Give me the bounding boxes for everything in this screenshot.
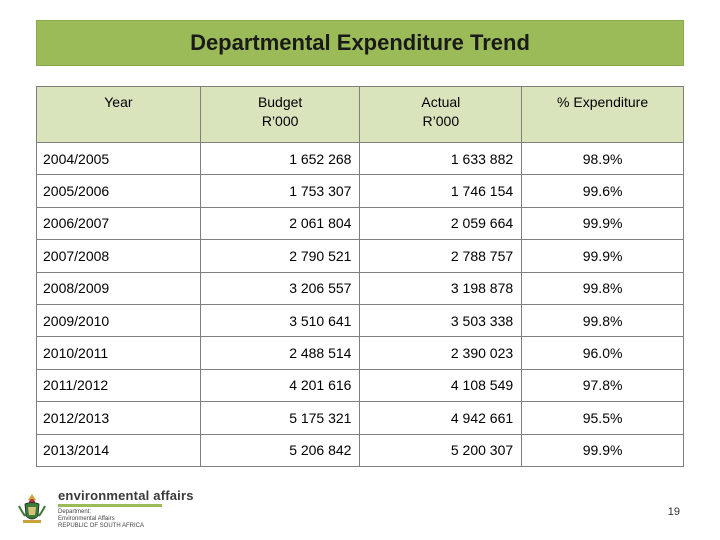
logo-name: environmental affairs [58,488,194,503]
cell-year: 2005/2006 [36,174,201,208]
cell-budget: 2 061 804 [199,206,361,241]
table-row: 2011/2012 4 201 616 4 108 549 97.8% [36,368,684,403]
cell-pct: 95.5% [521,401,684,435]
logo-text: environmental affairs Department: Enviro… [58,488,194,530]
column-header-line: R’000 [422,113,460,129]
cell-pct: 99.6% [521,174,684,208]
column-header-line: Budget [257,94,303,110]
logo-divider [58,504,162,507]
table-row: 2012/2013 5 175 321 4 942 661 95.5% [36,401,684,435]
logo-sub-1: Department: [58,509,92,515]
cell-actual: 3 198 878 [359,271,523,305]
cell-year: 2007/2008 [36,239,201,273]
column-header-line: Actual [421,94,461,110]
column-header: % Expenditure [521,86,684,143]
cell-pct: 99.8% [521,303,684,338]
table-row: 2013/2014 5 206 842 5 200 307 99.9% [36,433,684,467]
coat-of-arms-icon [18,494,46,523]
cell-actual: 4 108 549 [359,368,523,403]
cell-actual: 2 390 023 [359,336,523,370]
cell-pct: 99.9% [521,239,684,273]
expenditure-table: Year Budget R’000 Actual R’000% Expenditure … [36,86,684,467]
table-row: 2009/2010 3 510 641 3 503 338 99.8% [36,303,684,338]
cell-pct: 99.9% [521,433,684,467]
cell-budget: 4 201 616 [199,368,361,403]
cell-pct: 99.9% [521,206,684,241]
table-row: 2007/2008 2 790 521 2 788 757 99.9% [36,239,684,273]
cell-year: 2008/2009 [36,271,201,305]
cell-actual: 5 200 307 [359,433,523,467]
cell-pct: 98.9% [521,141,684,176]
column-header-line: Year [104,94,133,110]
cell-budget: 5 175 321 [199,401,361,435]
cell-budget: 1 753 307 [199,174,361,208]
cell-actual: 3 503 338 [359,303,523,338]
table-row: 2004/2005 1 652 268 1 633 882 98.9% [36,141,684,176]
cell-pct: 97.8% [521,368,684,403]
column-header-line: R’000 [261,113,299,129]
cell-actual: 2 059 664 [359,206,523,241]
cell-pct: 96.0% [521,336,684,370]
page-title: Departmental Expenditure Trend [190,30,530,55]
title-bar: Departmental Expenditure Trend [36,20,684,66]
cell-budget: 3 510 641 [199,303,361,338]
cell-year: 2013/2014 [36,433,201,467]
page-number: 19 [667,506,680,518]
cell-year: 2004/2005 [36,141,201,176]
logo-sub-2: Environmental Affairs [58,516,115,522]
cell-budget: 5 206 842 [199,433,361,467]
department-logo: environmental affairs Department: Enviro… [14,488,194,530]
cell-actual: 1 633 882 [359,141,523,176]
table-header: Year Budget R’000 Actual R’000 % Expenditure [36,86,684,143]
logo-sub-3: REPUBLIC OF SOUTH AFRICA [58,523,145,529]
cell-year: 2010/2011 [36,336,201,370]
table-body: 2004/2005 1 652 268 1 633 882 98.9% 2005/200… [36,141,684,467]
cell-actual: 4 942 661 [359,401,523,435]
cell-year: 2011/2012 [36,368,201,403]
cell-budget: 1 652 268 [199,141,361,176]
table-row: 2006/2007 2 061 804 2 059 664 99.9% [36,206,684,241]
header-row: Year Budget R’000 Actual R’000 % Expenditure [36,86,684,143]
cell-actual: 2 788 757 [359,239,523,273]
cell-budget: 2 488 514 [199,336,361,370]
cell-pct: 99.8% [521,271,684,305]
column-header: Actual R’000 [359,86,523,143]
cell-year: 2006/2007 [36,206,201,241]
table-row: 2010/2011 2 488 514 2 390 023 96.0% [36,336,684,370]
column-header: Year [36,86,201,143]
cell-actual: 1 746 154 [359,174,523,208]
cell-budget: 3 206 557 [199,271,361,305]
table-row: 2008/2009 3 206 557 3 198 878 99.8% [36,271,684,305]
column-header: Budget R’000 [199,86,361,143]
column-header-line: % Expenditure [557,94,649,110]
cell-year: 2012/2013 [36,401,201,435]
cell-year: 2009/2010 [36,303,201,338]
table-row: 2005/2006 1 753 307 1 746 154 99.6% [36,174,684,208]
cell-budget: 2 790 521 [199,239,361,273]
